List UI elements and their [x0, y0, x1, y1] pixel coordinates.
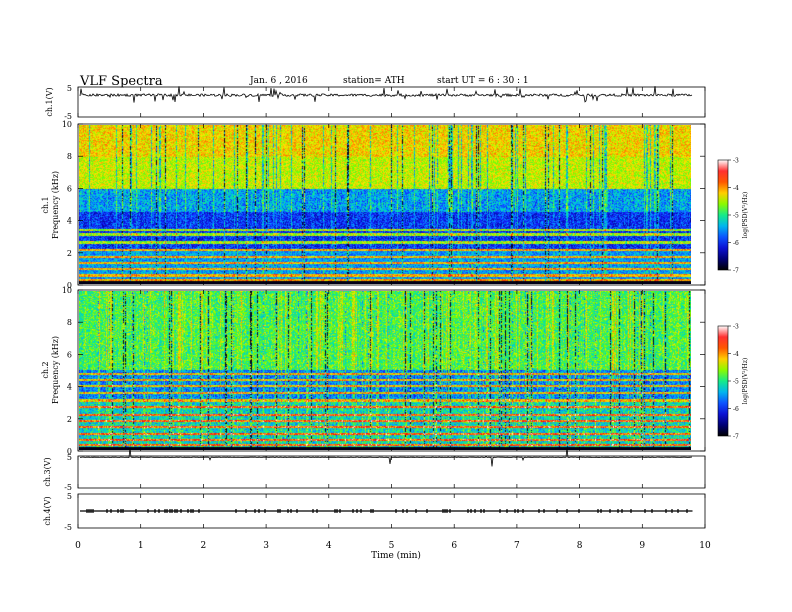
- ch2-freq-ylabel: Frequency (kHz): [51, 336, 60, 404]
- colorbar-tick-label: -6: [733, 406, 739, 413]
- freq-tick-label: 10: [62, 286, 72, 295]
- ch1-waveform-trace: [79, 86, 693, 103]
- colorbar-tick-label: -5: [733, 213, 739, 220]
- colorbar-tick-label: -4: [733, 351, 739, 358]
- header-date: Jan. 6 , 2016: [249, 76, 308, 86]
- ch3-ytick-bottom: -5: [64, 483, 72, 492]
- ch1-spectrogram-panel: 0 2 4 6 8 10 ch.1 Frequency (kHz): [41, 120, 706, 290]
- colorbar-tick-label: -7: [733, 434, 739, 441]
- ch1-ytick-top: 5: [67, 84, 72, 93]
- time-axis: 0 1 2 3 4 5 6 7 8 9 10: [75, 87, 711, 551]
- header-station: station= ATH: [343, 76, 405, 86]
- x-tick-label: 3: [263, 541, 269, 551]
- figure-title: VLF Spectra: [79, 74, 163, 89]
- freq-tick-label: 8: [67, 152, 72, 161]
- ch3-waveform-trace: [79, 447, 692, 467]
- ch1-freq-ylabel: Frequency (kHz): [51, 171, 60, 239]
- freq-tick-label: 4: [67, 217, 72, 226]
- colorbar-tick-label: -4: [733, 185, 739, 192]
- ch1-spectrogram-image: [79, 125, 691, 284]
- ch2-spectrogram-image: [79, 291, 691, 450]
- ch4-waveform-trace: [80, 509, 693, 513]
- header-start-ut: start UT = 6 : 30 : 1: [437, 76, 529, 86]
- x-tick-label: 10: [699, 541, 711, 551]
- ch1-ytick-bottom: -5: [64, 112, 72, 121]
- ch2-colorbar-label: log(PSD(V²/Hz): [742, 358, 749, 405]
- ch1-freq-ticks: 0 2 4 6 8 10: [62, 120, 705, 290]
- ch1-channel-label: ch.1: [41, 196, 50, 213]
- freq-tick-label: 0: [67, 281, 72, 290]
- freq-tick-label: 6: [67, 350, 72, 359]
- ch4-ytick-bottom: -5: [64, 523, 72, 532]
- freq-tick-label: 2: [67, 415, 72, 424]
- freq-tick-label: 10: [62, 120, 72, 129]
- ch2-channel-label: ch.2: [41, 361, 50, 378]
- colorbar-tick-label: -3: [733, 158, 739, 165]
- x-tick-label: 8: [577, 541, 583, 551]
- freq-tick-label: 0: [67, 447, 72, 456]
- x-tick-label: 6: [451, 541, 457, 551]
- x-tick-label: 7: [514, 541, 520, 551]
- ch3-waveform-panel: 5 -5 ch.3(V): [43, 447, 706, 492]
- freq-tick-label: 8: [67, 318, 72, 327]
- ch2-colorbar: -3 -4 -5 -6 -7 log(PSD(V²/Hz): [717, 324, 749, 441]
- ch3-ytick-top: 5: [67, 453, 72, 462]
- colorbar-tick-label: -3: [733, 324, 739, 331]
- colorbar-tick-label: -7: [733, 268, 739, 275]
- x-tick-label: 9: [639, 541, 645, 551]
- ch4-waveform-ylabel: ch.4(V): [43, 496, 52, 525]
- ch1-waveform-ylabel: ch.1(V): [45, 87, 54, 116]
- ch4-waveform-panel: 5 -5 ch.4(V): [43, 492, 706, 532]
- colorbar-tick-label: -6: [733, 240, 739, 247]
- ch4-ytick-top: 5: [67, 492, 72, 501]
- x-tick-label: 5: [389, 541, 395, 551]
- ch1-colorbar: -3 -4 -5 -6 -7 log(PSD(V²/Hz): [717, 158, 749, 275]
- x-tick-label: 4: [326, 541, 332, 551]
- x-axis-label: Time (min): [371, 550, 421, 561]
- ch2-spectrogram-panel: 0 2 4 6 8 10 ch.2 Frequency (kHz): [41, 286, 706, 456]
- ch1-colorbar-label: log(PSD(V²/Hz): [742, 192, 749, 239]
- ch3-waveform-ylabel: ch.3(V): [43, 457, 52, 486]
- ch2-freq-ticks: 0 2 4 6 8 10: [62, 286, 705, 456]
- freq-tick-label: 2: [67, 249, 72, 258]
- x-tick-label: 1: [138, 541, 144, 551]
- freq-tick-label: 6: [67, 184, 72, 193]
- freq-tick-label: 4: [67, 383, 72, 392]
- x-tick-label: 0: [75, 541, 81, 551]
- ch1-waveform-panel: 5 -5 ch.1(V): [45, 84, 706, 121]
- colorbar-tick-label: -5: [733, 379, 739, 386]
- x-tick-label: 2: [201, 541, 207, 551]
